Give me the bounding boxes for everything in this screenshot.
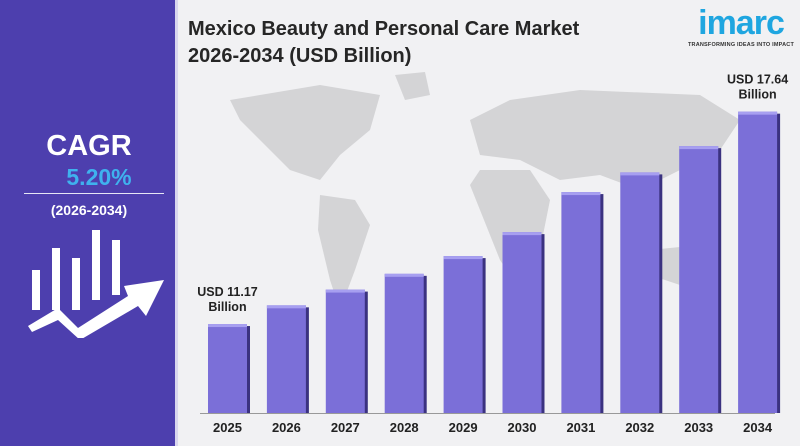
data-label: USD 11.17 [197,285,258,299]
x-tick-label: 2026 [272,420,301,435]
bar-2031 [561,192,601,413]
x-tick-label: 2028 [390,420,419,435]
bar-highlight [679,146,719,150]
bar-highlight [620,172,660,176]
x-tick-label: 2032 [625,420,654,435]
bar-2030 [502,232,542,413]
bar-highlight [443,256,483,260]
logo-wordmark: imarc [698,4,785,42]
x-tick-label: 2033 [684,420,713,435]
x-tick-label: 2025 [213,420,242,435]
bar-2034 [738,111,778,413]
bar-highlight [738,111,778,115]
title-line-2: 2026-2034 (USD Billion) [188,45,412,67]
x-tick-label: 2034 [743,420,773,435]
cagr-period: (2026-2034) [50,202,128,218]
data-label-unit: Billion [208,300,246,314]
bar-highlight [502,232,542,236]
bar-2027 [325,289,365,413]
bar-2028 [384,273,424,413]
imarc-logo: imarc TRANSFORMING IDEAS INTO IMPACT [686,4,796,48]
x-tick-label: 2029 [449,420,478,435]
bar-highlight [266,305,306,309]
data-label: USD 17.64 [727,73,788,87]
bar-2029 [443,256,483,413]
title-line-1: Mexico Beauty and Personal Care Market [188,18,580,40]
bar-2033 [679,146,719,413]
bar-highlight [208,324,247,328]
cagr-panel: CAGR 5.20% (2026-2034) [0,0,178,446]
divider [24,193,164,194]
x-tick-label: 2030 [508,420,537,435]
logo-tagline: TRANSFORMING IDEAS INTO IMPACT [687,42,795,48]
growth-chart-icon [28,230,164,338]
bar-2032 [620,172,660,413]
cagr-value: 5.20% [66,164,132,190]
chart-title: Mexico Beauty and Personal Care Market 2… [188,16,579,70]
x-tick-label: 2027 [331,420,360,435]
bar-highlight [384,273,424,277]
bar-2025 [208,324,247,413]
bar-highlight [561,192,601,196]
cagr-label: CAGR [46,130,132,162]
data-label-unit: Billion [738,88,776,102]
x-tick-label: 2031 [566,420,595,435]
bar-highlight [325,289,365,293]
bar-2026 [266,305,306,413]
